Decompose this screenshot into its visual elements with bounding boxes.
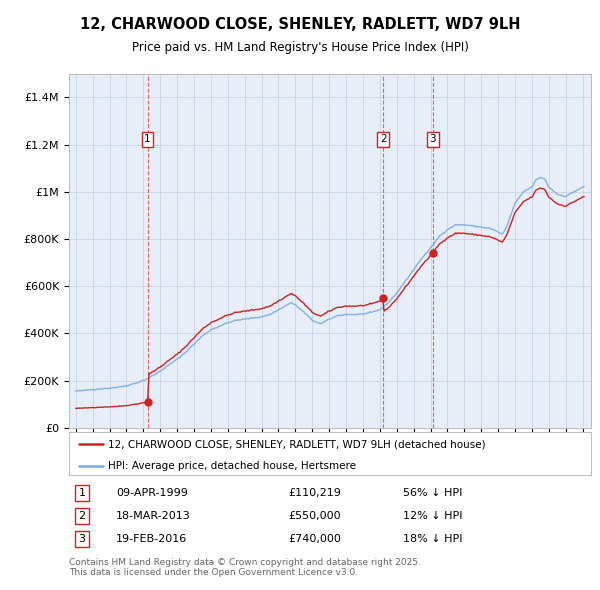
Text: 2: 2 [380,135,386,145]
Text: 3: 3 [430,135,436,145]
Text: £550,000: £550,000 [288,511,341,520]
Text: Price paid vs. HM Land Registry's House Price Index (HPI): Price paid vs. HM Land Registry's House … [131,41,469,54]
Text: 19-FEB-2016: 19-FEB-2016 [116,534,187,544]
Text: 18-MAR-2013: 18-MAR-2013 [116,511,191,520]
Text: 1: 1 [79,487,86,497]
Text: 2: 2 [79,511,86,520]
Text: 12, CHARWOOD CLOSE, SHENLEY, RADLETT, WD7 9LH (detached house): 12, CHARWOOD CLOSE, SHENLEY, RADLETT, WD… [108,440,486,450]
Text: £740,000: £740,000 [288,534,341,544]
Text: Contains HM Land Registry data © Crown copyright and database right 2025.
This d: Contains HM Land Registry data © Crown c… [69,558,421,577]
Text: 09-APR-1999: 09-APR-1999 [116,487,188,497]
Text: HPI: Average price, detached house, Hertsmere: HPI: Average price, detached house, Hert… [108,461,356,471]
Text: 18% ↓ HPI: 18% ↓ HPI [403,534,463,544]
Text: 12, CHARWOOD CLOSE, SHENLEY, RADLETT, WD7 9LH: 12, CHARWOOD CLOSE, SHENLEY, RADLETT, WD… [80,17,520,32]
Text: 3: 3 [79,534,86,544]
Text: £110,219: £110,219 [288,487,341,497]
Text: 1: 1 [144,135,151,145]
Text: 12% ↓ HPI: 12% ↓ HPI [403,511,463,520]
Text: 56% ↓ HPI: 56% ↓ HPI [403,487,463,497]
